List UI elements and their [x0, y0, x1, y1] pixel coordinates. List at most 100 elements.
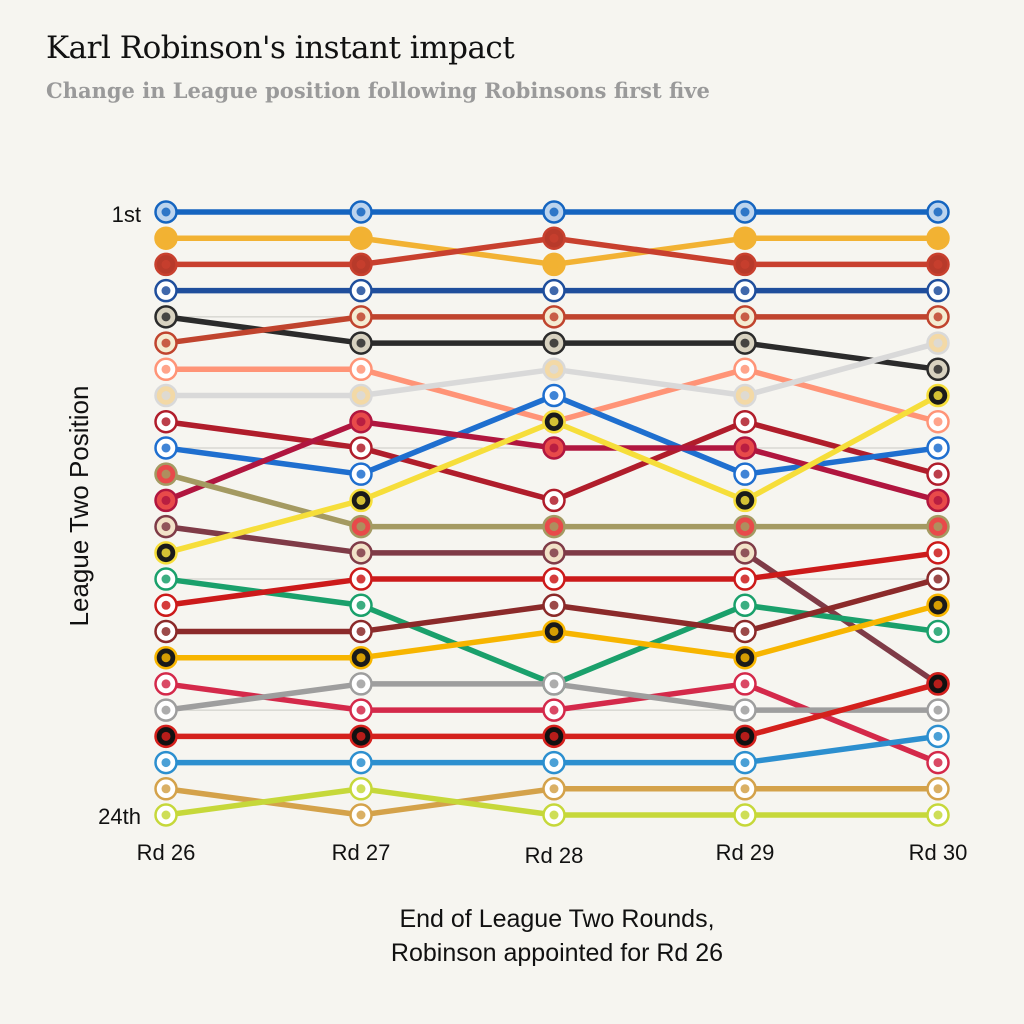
- team-badge-point: [154, 409, 178, 434]
- chart-title: Karl Robinson's instant impact: [46, 30, 515, 66]
- team-badge-point: [542, 488, 566, 513]
- team-badge-point: [349, 619, 373, 644]
- team-badge-point: [926, 226, 950, 250]
- team-badge-point: [926, 357, 950, 382]
- team-badge-point: [154, 619, 178, 644]
- team-badge-point: [349, 409, 373, 434]
- team-badge-point: [154, 777, 178, 801]
- team-badge-point: [542, 541, 566, 565]
- team-badge-point: [733, 514, 757, 539]
- team-badge-point: [154, 278, 178, 303]
- team-badge-point: [733, 226, 757, 250]
- team-badge-point: [926, 252, 950, 277]
- team-badge-point: [349, 698, 373, 722]
- team-badge-point: [349, 645, 373, 670]
- team-badge-point: [733, 278, 757, 303]
- x-tick-label: Rd 30: [909, 840, 968, 865]
- team-badge-point: [542, 409, 566, 434]
- team-badge-point: [733, 383, 757, 408]
- team-badge-point: [733, 750, 757, 775]
- team-badge-point: [154, 724, 178, 749]
- team-badge-point: [349, 305, 373, 329]
- x-axis-label-line1: End of League Two Rounds,: [399, 905, 715, 933]
- team-badge-point: [926, 567, 950, 591]
- team-badge-point: [733, 724, 757, 749]
- x-axis-label-line2: Robinson appointed for Rd 26: [390, 939, 724, 967]
- team-badge-point: [154, 672, 178, 696]
- team-badge-point: [542, 331, 566, 355]
- team-badge-point: [349, 593, 373, 618]
- team-badge-point: [733, 357, 757, 382]
- team-badge-point: [154, 462, 178, 486]
- team-badge-point: [154, 252, 178, 277]
- team-badge-point: [542, 593, 566, 618]
- team-badge-point: [542, 383, 566, 408]
- team-badge-point: [733, 436, 757, 460]
- team-badge-point: [349, 488, 373, 513]
- team-badge-point: [926, 409, 950, 434]
- team-badges: [154, 200, 950, 827]
- team-badge-point: [154, 567, 178, 591]
- team-badge-point: [733, 252, 757, 277]
- team-badge-point: [154, 200, 178, 224]
- team-badge-point: [349, 541, 373, 565]
- team-badge-point: [349, 278, 373, 303]
- team-badge-point: [926, 200, 950, 224]
- team-badge-point: [733, 200, 757, 224]
- team-badge-point: [542, 698, 566, 722]
- team-badge-point: [926, 305, 950, 329]
- team-badge-point: [542, 357, 566, 382]
- team-badge-point: [154, 331, 178, 355]
- team-badge-point: [926, 488, 950, 513]
- team-badge-point: [733, 803, 757, 827]
- team-badge-point: [542, 252, 566, 277]
- team-badge-point: [349, 357, 373, 382]
- team-badge-point: [349, 567, 373, 591]
- team-badge-point: [542, 567, 566, 591]
- chart-subtitle: Change in League position following Robi…: [46, 78, 710, 103]
- x-axis-ticks: Rd 26 Rd 27 Rd 28 Rd 29 Rd 30: [137, 840, 968, 868]
- team-badge-point: [542, 200, 566, 224]
- team-badge-point: [926, 541, 950, 565]
- team-badge-point: [542, 514, 566, 539]
- team-badge-point: [349, 672, 373, 696]
- team-badge-point: [926, 777, 950, 801]
- team-badge-point: [542, 777, 566, 801]
- team-badge-point: [154, 593, 178, 618]
- team-badge-point: [733, 541, 757, 565]
- team-badge-point: [349, 724, 373, 749]
- x-tick-label: Rd 26: [137, 840, 196, 865]
- x-tick-label: Rd 29: [716, 840, 775, 865]
- team-badge-point: [926, 593, 950, 618]
- team-badge-point: [733, 645, 757, 670]
- team-badge-point: [349, 777, 373, 801]
- team-badge-point: [542, 619, 566, 644]
- team-badge-point: [349, 252, 373, 277]
- team-badge-point: [154, 488, 178, 513]
- team-badge-point: [926, 672, 950, 696]
- y-tick-top: 1st: [112, 202, 141, 227]
- team-badge-point: [349, 226, 373, 250]
- team-badge-point: [154, 357, 178, 382]
- team-badge-point: [926, 514, 950, 539]
- team-badge-point: [926, 436, 950, 460]
- team-badge-point: [349, 462, 373, 486]
- team-badge-point: [154, 645, 178, 670]
- team-badge-point: [733, 331, 757, 355]
- team-badge-point: [733, 777, 757, 801]
- team-badge-point: [926, 750, 950, 775]
- team-badge-point: [926, 462, 950, 486]
- team-badge-point: [542, 672, 566, 696]
- team-badge-point: [542, 724, 566, 749]
- team-badge-point: [154, 383, 178, 408]
- team-badge-point: [926, 803, 950, 827]
- x-axis-label: End of League Two Rounds, Robinson appoi…: [0, 902, 1024, 970]
- team-badge-point: [154, 698, 178, 722]
- team-badge-point: [349, 514, 373, 539]
- team-badge-point: [349, 331, 373, 355]
- team-badge-point: [542, 226, 566, 250]
- team-badge-point: [154, 305, 178, 329]
- team-badge-point: [733, 619, 757, 644]
- team-badge-point: [542, 278, 566, 303]
- team-badge-point: [926, 383, 950, 408]
